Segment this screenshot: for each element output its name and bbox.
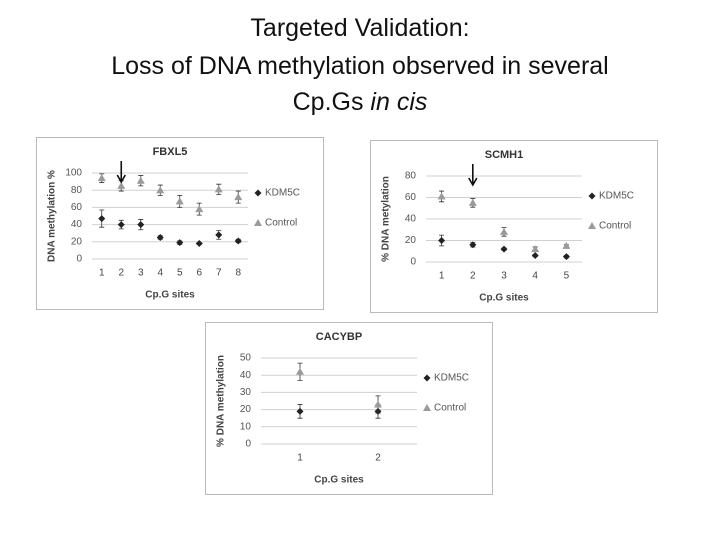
marker <box>438 237 446 244</box>
marker <box>562 253 570 261</box>
marker <box>97 174 106 182</box>
chart-title: FBXL5 <box>153 146 188 158</box>
y-tick-label: 20 <box>240 404 252 415</box>
marker <box>98 215 106 223</box>
chart: CACYBP Cp.G sites % DNA methylation 0 10 20 30… <box>205 322 493 495</box>
y-tick-label: 20 <box>405 235 417 246</box>
x-tick-label: 2 <box>470 271 476 282</box>
legend-label: Control <box>434 403 466 414</box>
marker <box>195 240 203 248</box>
marker <box>117 181 126 189</box>
marker <box>156 186 165 194</box>
marker <box>296 407 304 415</box>
arrow <box>116 161 126 184</box>
marker <box>176 239 184 247</box>
x-tick-label: 1 <box>297 453 303 464</box>
slide-title: Cp.Gs in cis <box>0 88 720 117</box>
legend-label: KDM5C <box>599 191 634 202</box>
marker <box>531 252 539 260</box>
marker <box>117 221 125 229</box>
legend-marker <box>254 219 262 226</box>
x-tick-label: 7 <box>216 268 222 279</box>
y-axis-label: % DNA metylation <box>381 176 392 262</box>
marker <box>234 237 242 245</box>
marker <box>137 221 145 229</box>
x-axis-label: Cp.G sites <box>314 475 364 486</box>
y-tick-label: 0 <box>410 257 416 268</box>
y-tick-label: 80 <box>405 171 417 182</box>
x-tick-label: 2 <box>375 453 381 464</box>
legend-label: KDM5C <box>265 188 300 199</box>
marker <box>214 185 223 193</box>
chart-title: SCMH1 <box>485 149 524 161</box>
y-tick-label: 40 <box>71 219 83 230</box>
marker <box>296 367 304 375</box>
marker <box>175 197 184 205</box>
y-tick-label: 80 <box>71 185 83 196</box>
y-tick-label: 50 <box>240 353 252 364</box>
slide-title: Targeted Validation: <box>250 14 470 42</box>
legend-label: KDM5C <box>434 373 469 384</box>
slide-title-italic: in cis <box>370 88 428 116</box>
marker <box>468 198 477 206</box>
legend-marker <box>423 374 431 382</box>
legend-label: Control <box>599 221 631 232</box>
marker <box>374 400 382 408</box>
slide-title: Loss of DNA methylation observed in seve… <box>111 52 609 80</box>
y-axis-label: % DNA methylation <box>216 355 227 447</box>
y-tick-label: 30 <box>240 387 252 398</box>
x-axis-label: Cp.G sites <box>145 290 195 301</box>
chart-frame <box>36 137 324 310</box>
marker <box>136 176 145 184</box>
x-tick-label: 5 <box>564 271 570 282</box>
x-tick-label: 4 <box>157 268 163 279</box>
chart-frame <box>370 140 658 313</box>
x-tick-label: 4 <box>532 271 538 282</box>
slide-title: Cp.Gs <box>292 88 364 116</box>
marker <box>234 193 243 201</box>
marker <box>437 192 446 200</box>
marker <box>562 241 571 249</box>
y-axis-label: DNA methylation % <box>47 170 58 262</box>
marker <box>156 234 164 241</box>
chart-frame <box>205 322 493 495</box>
chart: FBXL5 Cp.G sites DNA methylation % 0 20 40 60 8… <box>36 137 324 310</box>
legend-marker <box>588 222 596 229</box>
legend-marker <box>588 192 596 200</box>
marker <box>531 245 540 253</box>
x-tick-label: 8 <box>235 268 241 279</box>
x-tick-label: 1 <box>99 268 105 279</box>
y-tick-label: 100 <box>65 168 82 179</box>
x-tick-label: 5 <box>177 268 183 279</box>
y-tick-label: 10 <box>240 421 252 432</box>
marker <box>500 227 508 235</box>
y-tick-label: 60 <box>405 192 417 203</box>
y-tick-label: 0 <box>76 254 82 265</box>
x-tick-label: 1 <box>439 271 445 282</box>
arrow <box>468 164 478 187</box>
x-tick-label: 3 <box>138 268 144 279</box>
legend-marker <box>423 404 431 411</box>
marker <box>195 205 204 213</box>
y-tick-label: 40 <box>240 370 252 381</box>
y-tick-label: 60 <box>71 202 83 213</box>
x-tick-label: 3 <box>501 271 507 282</box>
y-tick-label: 0 <box>245 439 251 450</box>
marker <box>215 231 223 239</box>
y-tick-label: 20 <box>71 236 83 247</box>
marker <box>469 241 477 249</box>
legend-marker <box>254 189 262 197</box>
marker <box>500 245 508 253</box>
x-tick-label: 2 <box>118 268 124 279</box>
chart-title: CACYBP <box>316 331 362 343</box>
chart: SCMH1 Cp.G sites % DNA metylation 0 20 40 60 80… <box>370 140 658 313</box>
legend-label: Control <box>265 218 297 229</box>
y-tick-label: 40 <box>405 214 417 225</box>
x-tick-label: 6 <box>196 268 202 279</box>
x-axis-label: Cp.G sites <box>479 293 529 304</box>
